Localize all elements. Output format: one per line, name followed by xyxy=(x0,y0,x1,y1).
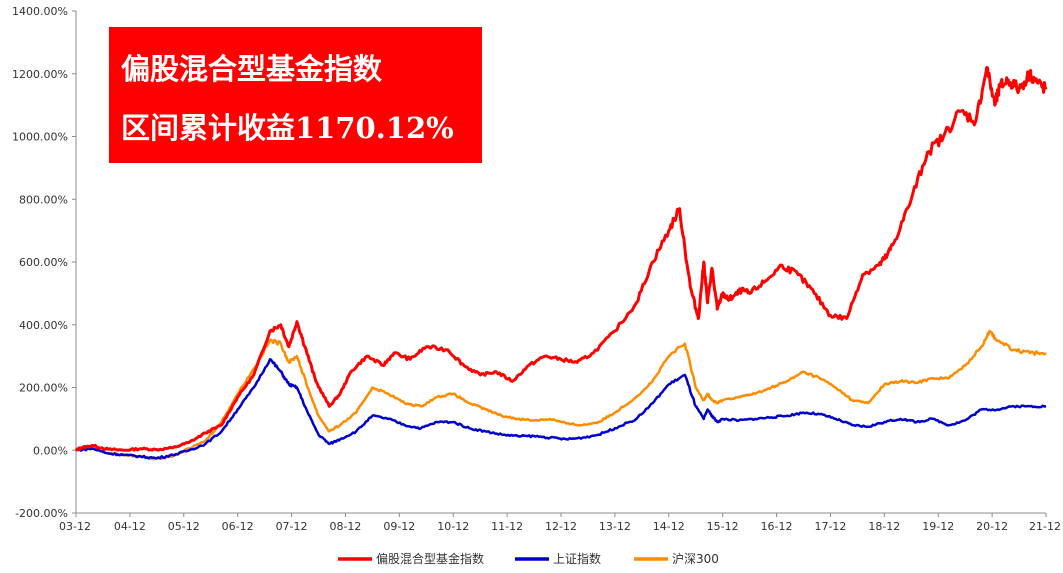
y-tick-label: 800.00% xyxy=(19,193,68,206)
x-tick-label: 07-12 xyxy=(276,520,308,533)
legend-item-csi300: 沪深300 xyxy=(634,552,719,566)
x-tick-label: 05-12 xyxy=(168,520,200,533)
x-tick-label: 21-12 xyxy=(1029,520,1061,533)
legend: 偏股混合型基金指数 上证指数 沪深300 xyxy=(338,551,719,566)
x-tick-label: 20-12 xyxy=(976,520,1008,533)
y-tick-label: 1400.00% xyxy=(12,5,68,18)
y-tick-label: 400.00% xyxy=(19,319,68,332)
y-tick-label: 600.00% xyxy=(19,256,68,269)
x-tick-label: 15-12 xyxy=(707,520,739,533)
annotation-line-2: 区间累计收益1170.12% xyxy=(121,111,454,145)
y-tick-label: 1200.00% xyxy=(12,68,68,81)
x-tick-label: 14-12 xyxy=(653,520,685,533)
x-tick-label: 10-12 xyxy=(437,520,469,533)
x-tick-label: 17-12 xyxy=(814,520,846,533)
x-tick-label: 16-12 xyxy=(761,520,793,533)
y-tick-label: 0.00% xyxy=(33,444,68,457)
series-layer xyxy=(74,66,1048,461)
annotation-box: 偏股混合型基金指数 区间累计收益1170.12% xyxy=(109,27,482,163)
y-tick-label: 200.00% xyxy=(19,382,68,395)
legend-item-fund-index: 偏股混合型基金指数 xyxy=(338,551,484,566)
annotation-line-1: 偏股混合型基金指数 xyxy=(121,52,383,86)
y-tick-label: 1000.00% xyxy=(12,131,68,144)
series-line-fund-index xyxy=(74,66,1048,452)
x-tick-label: 09-12 xyxy=(383,520,415,533)
legend-label-fund-index: 偏股混合型基金指数 xyxy=(376,551,484,566)
x-tick-label: 11-12 xyxy=(491,520,523,533)
x-tick-label: 19-12 xyxy=(922,520,954,533)
x-tick-label: 06-12 xyxy=(222,520,254,533)
x-tick-label: 18-12 xyxy=(868,520,900,533)
y-tick-label: -200.00% xyxy=(15,507,68,520)
x-tick-label: 04-12 xyxy=(114,520,146,533)
x-tick-label: 03-12 xyxy=(59,520,91,533)
series-line-shanghai-index xyxy=(75,358,1047,460)
legend-label-shanghai-index: 上证指数 xyxy=(553,551,601,566)
x-tick-label: 12-12 xyxy=(545,520,577,533)
legend-item-shanghai-index: 上证指数 xyxy=(515,551,601,566)
x-tick-label: 08-12 xyxy=(329,520,361,533)
legend-label-csi300: 沪深300 xyxy=(672,552,719,566)
annotation-background xyxy=(109,27,482,163)
x-tick-label: 13-12 xyxy=(599,520,631,533)
axes: 1400.00% 1200.00% 1000.00% 800.00% 600.00% 40… xyxy=(12,5,1061,533)
